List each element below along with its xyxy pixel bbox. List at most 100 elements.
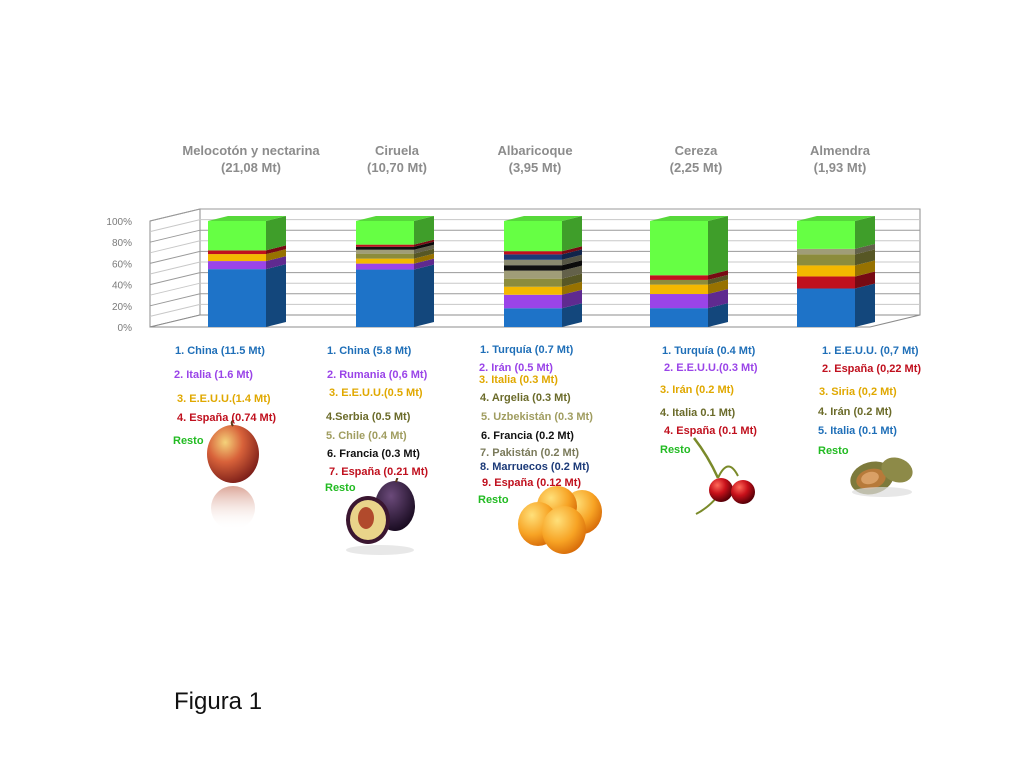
- bar-segment: [504, 270, 562, 279]
- bar-segment: [797, 288, 855, 327]
- bar-segment-side: [708, 303, 728, 327]
- bar-segment-side: [266, 249, 286, 262]
- country-rank-label: 9. España (0.12 Mt): [482, 477, 582, 489]
- y-tick-label: 40%: [112, 281, 132, 292]
- country-rank-label: 2. España (0,22 Mt): [822, 363, 922, 375]
- bar-2: [356, 216, 434, 327]
- category-title: Cereza (2,25 Mt): [611, 142, 781, 176]
- bar-segment-side: [562, 281, 582, 295]
- country-rank-label: 8. Marruecos (0.2 Mt): [480, 461, 590, 473]
- country-rank-label: 2. E.E.U.U.(0.3 Mt): [664, 362, 758, 374]
- bar-segment-side: [855, 260, 875, 277]
- category-name: Cereza: [674, 143, 718, 158]
- bar-segment: [650, 279, 708, 285]
- bar-segment: [504, 294, 562, 309]
- country-rank-label: 3. Siria (0,2 Mt): [819, 386, 897, 398]
- bar-segment: [504, 286, 562, 295]
- category-title: Albaricoque (3,95 Mt): [450, 142, 620, 176]
- bar-segment-side: [562, 246, 582, 255]
- bar-segment: [208, 269, 266, 327]
- country-rank-label: 5. Chile (0.4 Mt): [326, 430, 407, 442]
- bar-segment: [208, 221, 266, 251]
- bar-segment: [208, 261, 266, 270]
- country-rank-label: 2. Rumania (0,6 Mt): [327, 369, 428, 381]
- country-rank-label: 5. Uzbekistán (0.3 Mt): [481, 411, 593, 423]
- country-rank-label: 6. Francia (0.3 Mt): [327, 448, 420, 460]
- apricot-image: [518, 486, 602, 554]
- bar-segment-side: [562, 254, 582, 266]
- y-tick-label: 20%: [112, 302, 132, 313]
- country-rank-label: 3. E.E.U.U.(1.4 Mt): [177, 393, 271, 405]
- y-tick-label: 60%: [112, 259, 132, 270]
- bar-segment: [208, 250, 266, 255]
- rest-label: Resto: [173, 435, 204, 447]
- category-title: Melocotón y nectarina (21,08 Mt): [166, 142, 336, 176]
- bar-1: [208, 216, 286, 327]
- country-rank-label: 4. España (0.1 Mt): [664, 425, 757, 437]
- bar-segment: [504, 265, 562, 271]
- country-rank-label: 1. China (11.5 Mt): [175, 345, 265, 357]
- rest-label: Resto: [818, 445, 849, 457]
- bar-segment: [504, 251, 562, 255]
- plum-image: [346, 478, 415, 555]
- bar-segment-side: [414, 258, 434, 270]
- country-rank-label: 3. Irán (0.2 Mt): [660, 384, 734, 396]
- country-rank-label: 4. Argelia (0.3 Mt): [480, 392, 571, 404]
- bar-segment: [356, 253, 414, 259]
- category-name: Ciruela: [374, 143, 420, 158]
- bar-4: [650, 216, 728, 327]
- bar-segment-side: [855, 216, 875, 249]
- bar-segment-side: [266, 256, 286, 270]
- bar-segment: [356, 269, 414, 327]
- bar-segment: [650, 308, 708, 327]
- category-total: (21,08 Mt): [221, 160, 281, 175]
- bar-segment-top: [356, 216, 434, 221]
- bar-3: [504, 216, 582, 327]
- bar-segment: [504, 259, 562, 266]
- peach-image: [207, 420, 259, 530]
- bar-segment-side: [266, 216, 286, 251]
- country-rank-label: 1. Turquía (0.7 Mt): [480, 344, 574, 356]
- country-rank-label: 4. Italia 0.1 Mt): [660, 407, 736, 419]
- category-total: (1,93 Mt): [813, 160, 867, 175]
- bar-segment-side: [855, 249, 875, 266]
- bar-segment: [356, 246, 414, 250]
- cherry-image: [693, 437, 755, 515]
- bar-segment: [797, 254, 855, 266]
- bar-segment: [504, 278, 562, 287]
- bar-segment-side: [708, 274, 728, 285]
- bar-segment: [650, 284, 708, 295]
- bar-segment: [797, 248, 855, 255]
- bar-segment: [356, 249, 414, 254]
- bar-segment-side: [414, 244, 434, 254]
- bar-segment-side: [562, 289, 582, 309]
- rest-label: Resto: [660, 444, 691, 456]
- bar-5: [797, 216, 875, 327]
- bar-segment-side: [855, 271, 875, 289]
- bar-segment: [797, 265, 855, 277]
- bar-segment-top: [208, 216, 286, 221]
- country-rank-label: 3. E.E.U.U.(0.5 Mt): [329, 387, 423, 399]
- bar-segment-top: [650, 216, 728, 221]
- bar-segment-side: [562, 260, 582, 271]
- country-rank-label: 6. Francia (0.2 Mt): [481, 430, 574, 442]
- country-rank-label: 1. Turquía (0.4 Mt): [662, 345, 756, 357]
- country-rank-label: 1. E.E.U.U. (0,7 Mt): [822, 345, 919, 357]
- category-name: Albaricoque: [497, 143, 573, 158]
- rest-label: Resto: [325, 482, 356, 494]
- bar-segment-side: [414, 264, 434, 327]
- bar-segment-side: [708, 270, 728, 280]
- bar-segment: [797, 276, 855, 289]
- bar-segment: [356, 244, 414, 247]
- bar-segment-top: [797, 216, 875, 221]
- bar-segment-side: [414, 216, 434, 245]
- category-total: (2,25 Mt): [669, 160, 723, 175]
- bar-segment-side: [414, 239, 434, 247]
- bar-segment-side: [562, 249, 582, 260]
- bar-segment-side: [562, 216, 582, 252]
- country-rank-label: 4.Serbia (0.5 Mt): [326, 411, 411, 423]
- bar-segment-side: [562, 303, 582, 327]
- category-name: Almendra: [810, 143, 870, 158]
